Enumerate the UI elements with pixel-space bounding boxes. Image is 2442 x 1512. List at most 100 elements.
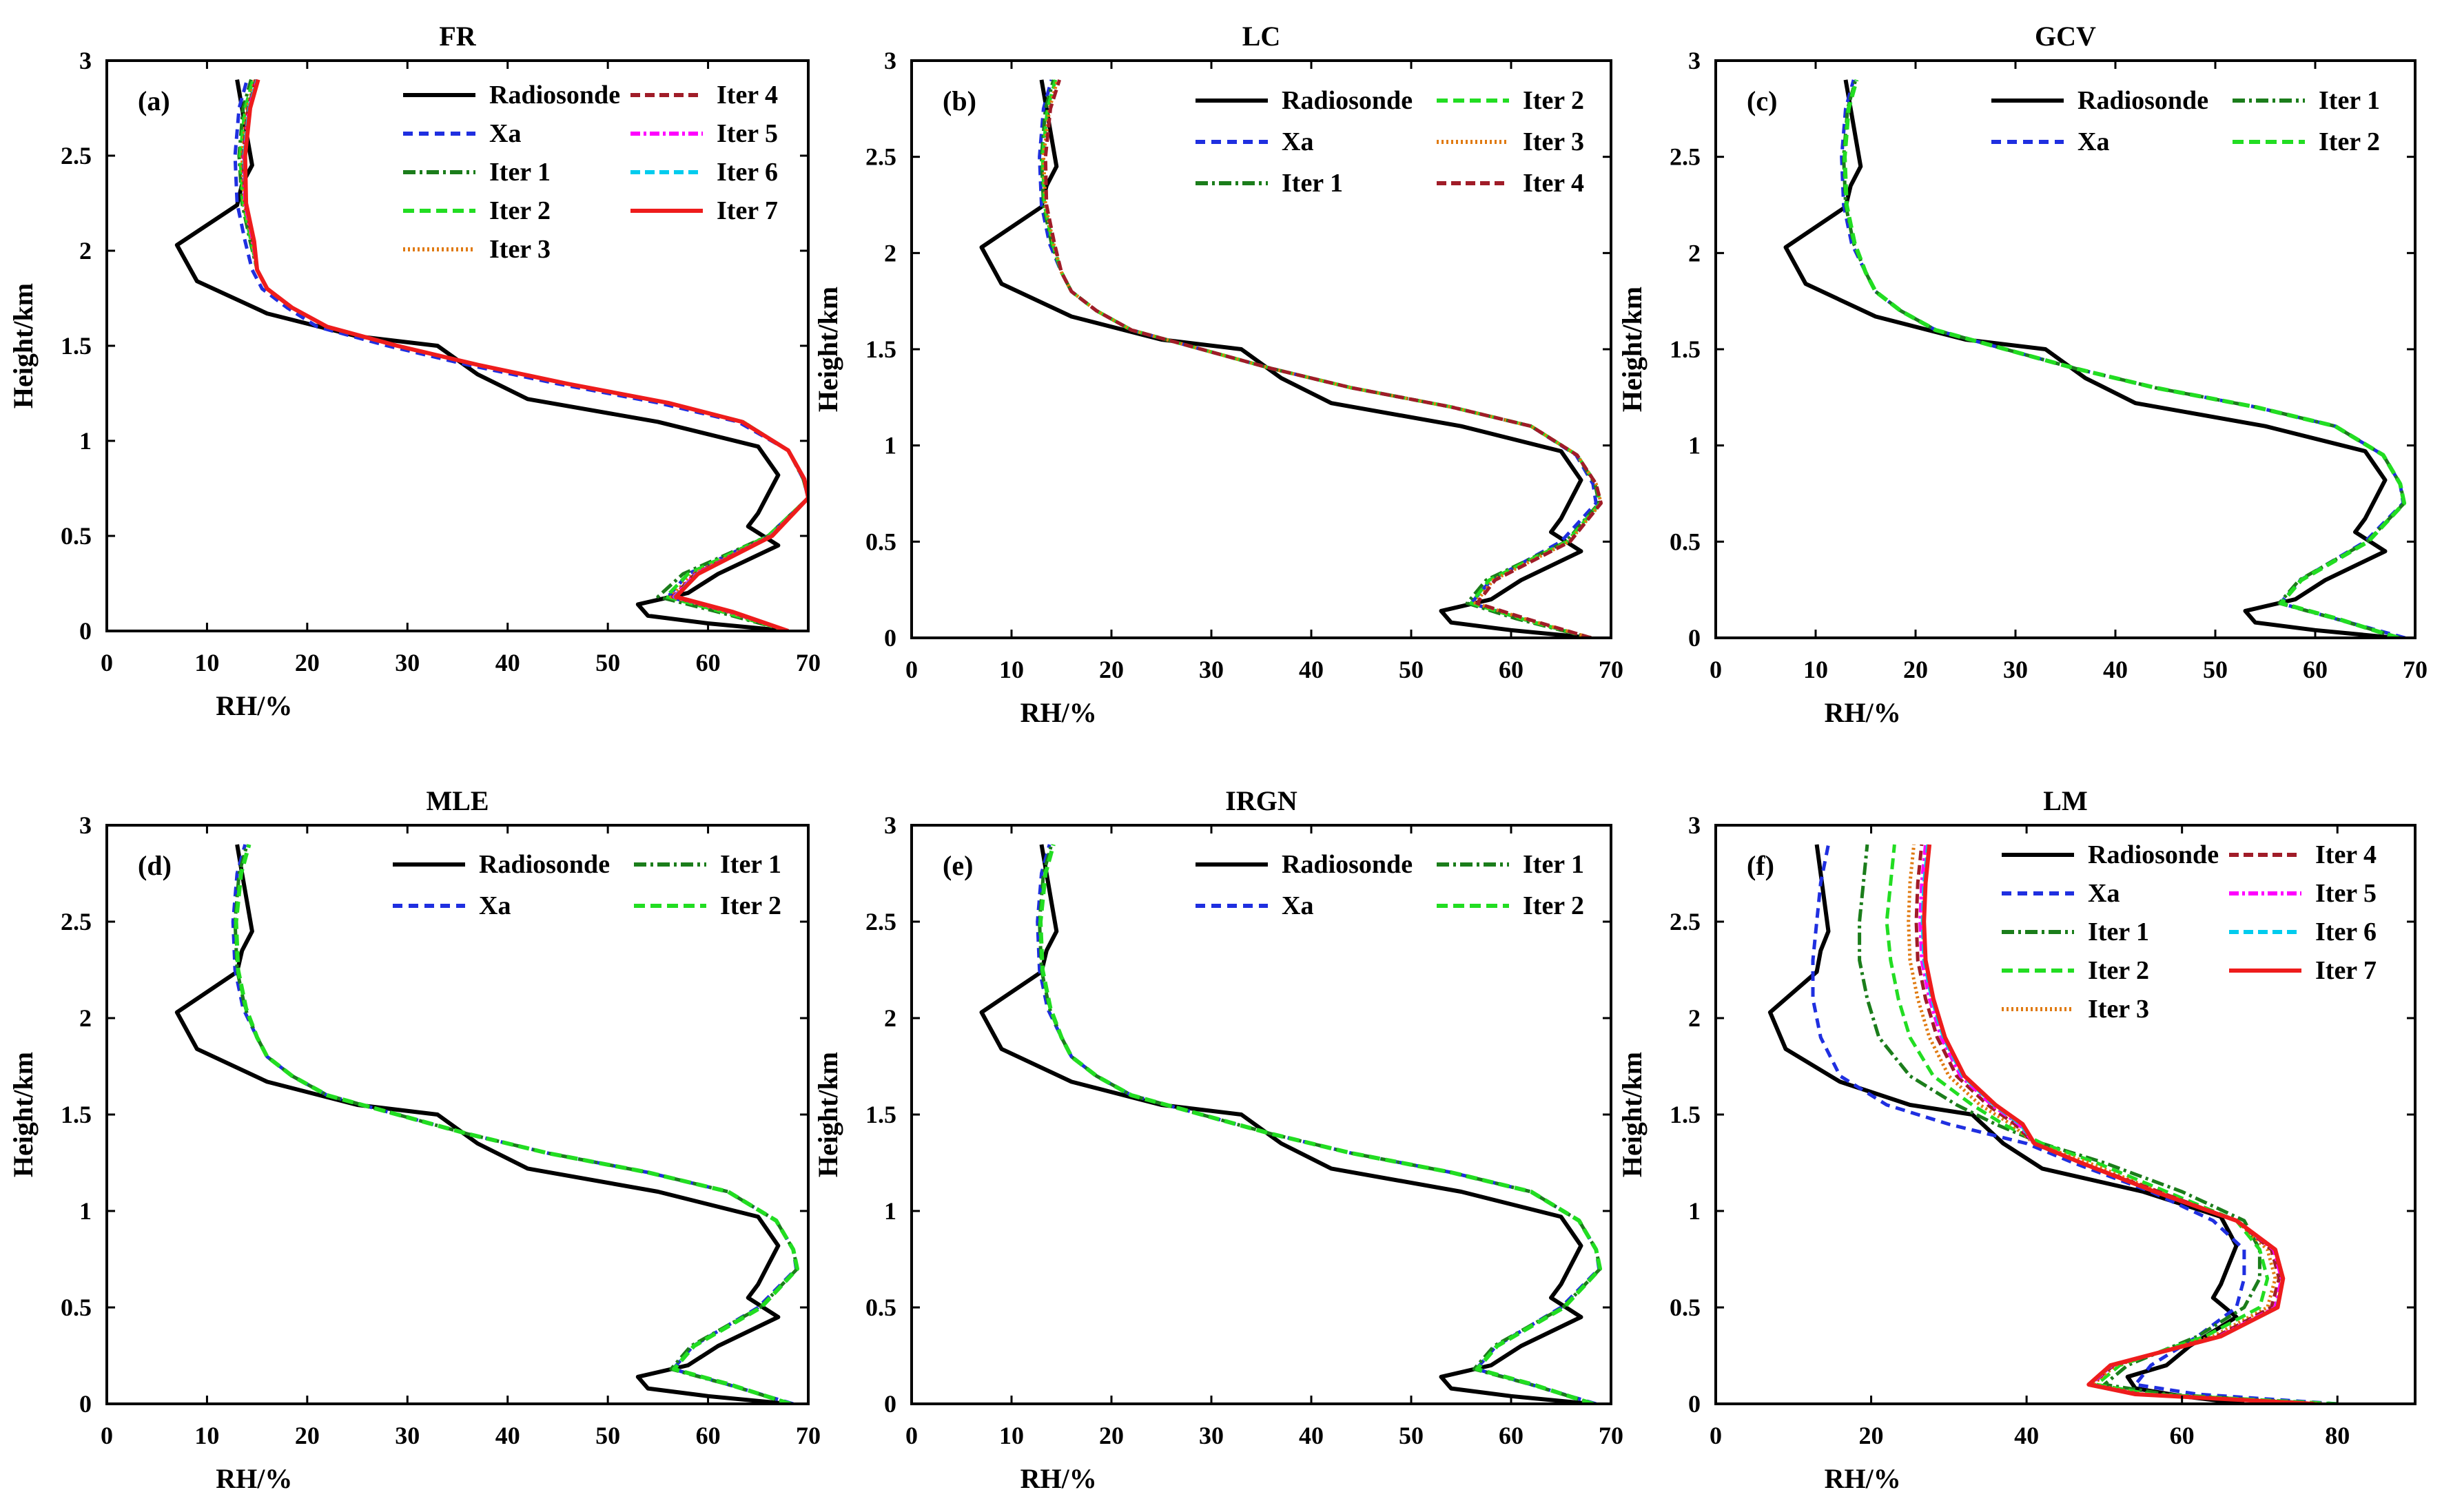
panel-mle: MLE 0 10 20 30 40 50 60 70 0 0.5 1 1.5 2 2.5 3 RH/% Heigh… [8, 785, 821, 1494]
legend-item-iter-2: Iter 2 [2233, 127, 2380, 156]
x-tick-label: 10 [194, 649, 219, 676]
x-axis-label: RH/% [1020, 697, 1097, 728]
chart-title: IRGN [1225, 785, 1297, 816]
plot-frame [1714, 824, 2417, 1405]
chart-title: LM [2043, 785, 2087, 816]
series-line-xa [231, 844, 798, 1404]
series-line-iter-1 [1842, 79, 2406, 638]
series-line-iter-7 [243, 79, 808, 631]
legend: Radiosonde Xa Iter 1 Iter 2 [1196, 850, 1584, 920]
y-axis-label: Height/km [1617, 1052, 1648, 1177]
y-axis-label: Height/km [812, 287, 843, 412]
x-tick-label: 0 [905, 1422, 918, 1449]
legend-label: Iter 2 [2319, 127, 2380, 156]
x-tick-label: 80 [2325, 1422, 2350, 1449]
plot-frame [105, 824, 810, 1405]
legend-item-xa: Xa [2002, 879, 2120, 908]
y-tick-label: 1 [79, 1197, 92, 1225]
x-tick-label: 60 [696, 1422, 721, 1449]
y-tick-label: 0.5 [1670, 528, 1701, 555]
legend-item-iter-5: Iter 5 [2229, 879, 2377, 908]
legend-item-xa: Xa [1991, 127, 2109, 156]
series-line-xa [1840, 79, 2406, 638]
legend-item-iter-3: Iter 3 [1437, 127, 1584, 156]
x-axis-label: RH/% [1020, 1463, 1097, 1494]
x-tick-label: 30 [395, 1422, 420, 1449]
legend-label: Iter 2 [2088, 956, 2149, 985]
legend-label: Radiosonde [1282, 850, 1413, 879]
legend-label: Iter 1 [720, 850, 781, 879]
y-tick-label: 2.5 [865, 908, 896, 935]
series-line-radiosonde [174, 79, 789, 631]
legend-label: Iter 4 [717, 81, 778, 110]
plot-frame [910, 824, 1612, 1405]
legend-item-iter-1: Iter 1 [403, 158, 551, 187]
x-tick-label: 20 [295, 649, 320, 676]
x-axis-label: RH/% [1825, 1463, 1901, 1494]
y-tick-label: 0 [79, 617, 92, 645]
series-line-iter-1 [1858, 844, 2322, 1404]
x-tick-label: 70 [1599, 1422, 1623, 1449]
x-tick-label: 0 [905, 656, 918, 683]
series-line-xa [1811, 844, 2338, 1404]
x-tick-label: 40 [495, 649, 520, 676]
legend-item-iter-6: Iter 6 [630, 158, 778, 187]
x-tick-label: 50 [1399, 1422, 1424, 1449]
legend-item-iter-1: Iter 1 [1437, 850, 1584, 879]
legend-label: Iter 2 [1523, 86, 1584, 115]
series-line-radiosonde [1767, 844, 2245, 1404]
x-axis-label: RH/% [216, 690, 292, 721]
y-tick-label: 0.5 [61, 1294, 92, 1321]
y-tick-label: 0.5 [1670, 1294, 1701, 1321]
legend-label: Iter 7 [2315, 956, 2377, 985]
y-tick-label: 2.5 [865, 143, 896, 171]
legend-label: Radiosonde [2077, 86, 2208, 115]
x-tick-label: 10 [194, 1422, 219, 1449]
x-tick-label: 70 [796, 1422, 821, 1449]
panel-letter: (d) [138, 850, 172, 881]
plot-frame [105, 59, 810, 632]
legend-label: Iter 2 [720, 891, 781, 920]
legend-item-iter-2: Iter 2 [1437, 86, 1584, 115]
legend-label: Iter 2 [1523, 891, 1584, 920]
y-tick-label: 1.5 [1670, 1101, 1701, 1128]
series-line-iter-3 [1041, 79, 1603, 638]
series-line-iter-7 [1922, 844, 2315, 1404]
legend-label: Iter 6 [717, 158, 778, 187]
series-line-xa [1038, 79, 1598, 638]
legend-item-iter-6: Iter 6 [2229, 918, 2377, 946]
legend-label: Iter 1 [1282, 169, 1343, 198]
x-axis-label: RH/% [216, 1463, 292, 1494]
y-tick-label: 2 [1688, 1004, 1701, 1032]
x-tick-label: 50 [2203, 656, 2228, 683]
x-tick-label: 70 [2403, 656, 2428, 683]
y-axis-label: Height/km [812, 1052, 843, 1177]
legend-item-iter-1: Iter 1 [2002, 918, 2149, 946]
legend-item-radiosonde: Radiosonde [1991, 86, 2208, 115]
series-line-iter-2 [1843, 79, 2407, 638]
plot-frame [1714, 59, 2417, 639]
x-tick-label: 30 [2003, 656, 2028, 683]
y-tick-label: 3 [884, 811, 896, 839]
y-tick-label: 0.5 [865, 1294, 896, 1321]
panel-letter: (a) [138, 85, 170, 116]
x-tick-label: 60 [1499, 1422, 1523, 1449]
x-tick-label: 20 [1859, 1422, 1884, 1449]
y-tick-label: 3 [1688, 47, 1701, 74]
y-tick-label: 2 [884, 1004, 896, 1032]
x-tick-label: 20 [295, 1422, 320, 1449]
y-tick-label: 2.5 [61, 908, 92, 935]
legend-item-iter-7: Iter 7 [2229, 956, 2377, 985]
series-line-iter-1 [1040, 79, 1601, 638]
plot-frame [910, 59, 1612, 639]
series-line-radiosonde [979, 79, 1592, 638]
legend-item-iter-3: Iter 3 [403, 235, 551, 264]
panel-letter: (c) [1747, 85, 1777, 116]
series-group [979, 844, 1603, 1404]
legend-label: Xa [2088, 879, 2120, 908]
chart-title: GCV [2035, 21, 2096, 52]
legend-item-radiosonde: Radiosonde [2002, 840, 2219, 869]
series-line-radiosonde [979, 844, 1592, 1404]
series-line-iter-2 [1040, 79, 1602, 638]
x-tick-label: 0 [1710, 656, 1722, 683]
